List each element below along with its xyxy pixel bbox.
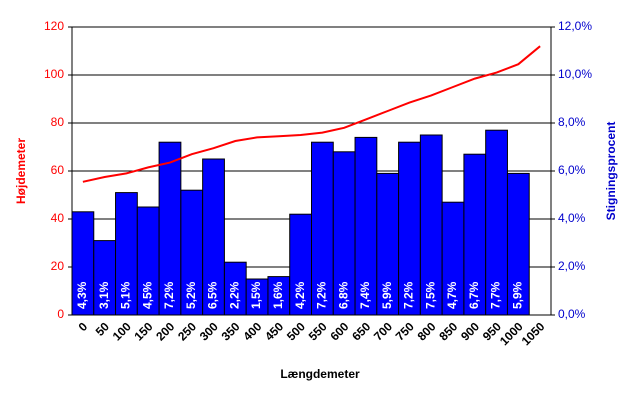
bar-value-label: 7,7% — [489, 281, 503, 309]
y-axis-title: Højdemeter — [14, 138, 28, 204]
bar-value-label: 7,4% — [358, 281, 372, 309]
bar-value-label: 4,3% — [75, 281, 89, 309]
y-tick-label: 60 — [51, 163, 65, 177]
y2-tick-label: 2,0% — [558, 259, 586, 273]
y-tick-label: 100 — [44, 67, 64, 81]
bar-value-label: 6,7% — [467, 281, 481, 309]
bar-value-label: 1,6% — [271, 281, 285, 309]
y2-tick-label: 8,0% — [558, 115, 586, 129]
y-tick-label: 20 — [51, 259, 65, 273]
y2-tick-label: 0,0% — [558, 307, 586, 321]
bar-value-label: 7,5% — [423, 281, 437, 309]
bar-value-label: 3,1% — [97, 281, 111, 309]
bar-value-label: 2,2% — [227, 281, 241, 309]
bar-value-label: 5,1% — [119, 281, 133, 309]
y2-tick-label: 6,0% — [558, 163, 586, 177]
bar-value-label: 4,2% — [293, 281, 307, 309]
bar-value-label: 4,7% — [445, 281, 459, 309]
bar-value-label: 5,9% — [511, 281, 525, 309]
bar-value-label: 5,9% — [380, 281, 394, 309]
y-tick-label: 80 — [51, 115, 65, 129]
y2-axis-title: Stigningsprocent — [604, 122, 618, 221]
bar-value-label: 7,2% — [315, 281, 329, 309]
x-axis-title: Længdemeter — [280, 367, 360, 381]
line — [82, 45, 541, 183]
bar-value-label: 6,8% — [336, 281, 350, 309]
bar-value-label: 6,5% — [206, 281, 220, 309]
bar-value-label: 4,5% — [140, 281, 154, 309]
bar-value-label: 1,5% — [249, 281, 263, 309]
y2-tick-label: 10,0% — [558, 67, 592, 81]
bar-value-label: 7,2% — [402, 281, 416, 309]
bar-value-label: 5,2% — [184, 281, 198, 309]
y2-tick-label: 12,0% — [558, 19, 592, 33]
y-tick-label: 40 — [51, 211, 65, 225]
y2-tick-label: 4,0% — [558, 211, 586, 225]
y-tick-label: 120 — [44, 19, 64, 33]
bar-value-label: 7,2% — [162, 281, 176, 309]
y-tick-label: 0 — [57, 307, 64, 321]
